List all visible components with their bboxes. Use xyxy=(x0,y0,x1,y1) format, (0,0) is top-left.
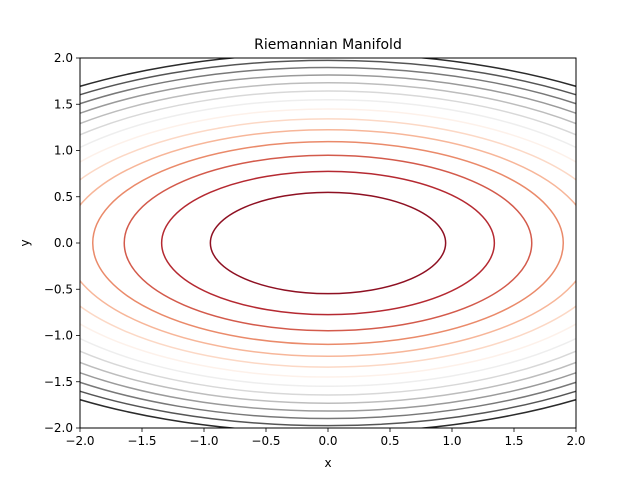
x-tick-label: −1.0 xyxy=(189,434,218,448)
y-tick-label: 1.5 xyxy=(54,97,73,111)
contour-level-3 xyxy=(80,82,576,404)
x-tick-label: 1.0 xyxy=(442,434,461,448)
y-tick-label: −1.0 xyxy=(44,329,73,343)
y-tick-label: −1.5 xyxy=(44,375,73,389)
y-tick-label: 2.0 xyxy=(54,51,73,65)
contour-level-0.6 xyxy=(160,170,496,316)
contour-level-3.3 xyxy=(80,74,576,412)
x-tick-label: 1.5 xyxy=(504,434,523,448)
x-tick-label: −2.0 xyxy=(65,434,94,448)
y-tick-label: −0.5 xyxy=(44,282,73,296)
contour-lines xyxy=(80,58,576,428)
contour-level-1.5 xyxy=(80,128,576,358)
plot-area xyxy=(80,58,576,428)
contour-level-3.9 xyxy=(80,59,576,427)
contour-level-3.6 xyxy=(80,66,576,420)
y-tick-label: 0.0 xyxy=(54,236,73,250)
x-tick-label: 0.0 xyxy=(318,434,337,448)
x-axis-ticks: −2.0 −1.5 −1.0 −0.5 0.0 0.5 1.0 1.5 2.0 xyxy=(65,428,586,448)
contour-level-2.4 xyxy=(80,98,576,388)
x-tick-label: 0.5 xyxy=(380,434,399,448)
x-tick-label: −1.5 xyxy=(127,434,156,448)
contour-level-0.9 xyxy=(123,154,533,332)
x-tick-label: 2.0 xyxy=(566,434,585,448)
x-axis-label: x xyxy=(324,456,331,470)
y-axis-label: y xyxy=(18,239,32,246)
y-tick-label: −2.0 xyxy=(44,421,73,435)
contour-level-1.8 xyxy=(80,118,576,368)
y-tick-label: 1.0 xyxy=(54,144,73,158)
contour-level-2.7 xyxy=(80,90,576,396)
y-tick-label: 0.5 xyxy=(54,190,73,204)
contour-level-0.3 xyxy=(209,191,447,295)
contour-level-2.1 xyxy=(80,108,576,378)
y-axis-ticks: −2.0 −1.5 −1.0 −0.5 0.0 0.5 1.0 1.5 2.0 xyxy=(44,51,80,435)
x-tick-label: −0.5 xyxy=(251,434,280,448)
chart-title: Riemannian Manifold xyxy=(254,37,402,53)
contour-level-1.2 xyxy=(91,140,565,346)
